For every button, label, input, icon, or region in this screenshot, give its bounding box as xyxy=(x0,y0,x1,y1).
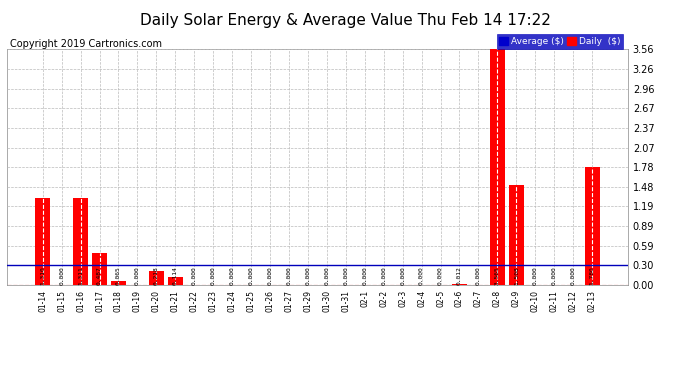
Text: 0.000: 0.000 xyxy=(552,266,557,285)
Text: 0.000: 0.000 xyxy=(135,266,140,285)
Text: 0.000: 0.000 xyxy=(344,266,348,285)
Text: 0.000: 0.000 xyxy=(59,266,64,285)
Text: 0.114: 0.114 xyxy=(172,266,178,285)
Text: 1.780: 1.780 xyxy=(589,266,595,285)
Text: 0.000: 0.000 xyxy=(400,266,405,285)
Bar xyxy=(452,284,467,285)
Bar xyxy=(168,278,183,285)
Bar xyxy=(35,198,50,285)
Bar xyxy=(584,167,600,285)
Bar xyxy=(73,198,88,285)
Text: 0.000: 0.000 xyxy=(324,266,329,285)
Text: 3.565: 3.565 xyxy=(495,266,500,285)
Text: 0.000: 0.000 xyxy=(210,266,216,285)
Text: 0.000: 0.000 xyxy=(230,266,235,285)
Text: 1.311: 1.311 xyxy=(78,266,83,285)
Bar xyxy=(92,253,107,285)
Text: 0.000: 0.000 xyxy=(248,266,254,285)
Text: 0.000: 0.000 xyxy=(438,266,443,285)
Text: 0.065: 0.065 xyxy=(116,266,121,285)
Text: 0.000: 0.000 xyxy=(192,266,197,285)
Text: 0.000: 0.000 xyxy=(571,266,575,285)
Text: 1.310: 1.310 xyxy=(40,266,46,285)
Text: 0.000: 0.000 xyxy=(268,266,273,285)
Text: 0.000: 0.000 xyxy=(362,266,367,285)
Text: Daily Solar Energy & Average Value Thu Feb 14 17:22: Daily Solar Energy & Average Value Thu F… xyxy=(139,13,551,28)
Text: 0.487: 0.487 xyxy=(97,266,102,285)
Text: 0.000: 0.000 xyxy=(533,266,538,285)
Text: 0.012: 0.012 xyxy=(457,266,462,285)
Text: 0.000: 0.000 xyxy=(476,266,481,285)
Text: 0.000: 0.000 xyxy=(419,266,424,285)
Legend: Average ($), Daily  ($): Average ($), Daily ($) xyxy=(497,34,623,49)
Bar xyxy=(509,185,524,285)
Text: 0.000: 0.000 xyxy=(286,266,291,285)
Bar xyxy=(490,48,505,285)
Text: 1.508: 1.508 xyxy=(514,266,519,285)
Text: Copyright 2019 Cartronics.com: Copyright 2019 Cartronics.com xyxy=(10,39,162,50)
Text: 0.000: 0.000 xyxy=(306,266,310,285)
Text: 0.218: 0.218 xyxy=(154,266,159,285)
Bar xyxy=(149,270,164,285)
Bar xyxy=(111,280,126,285)
Text: 0.000: 0.000 xyxy=(381,266,386,285)
